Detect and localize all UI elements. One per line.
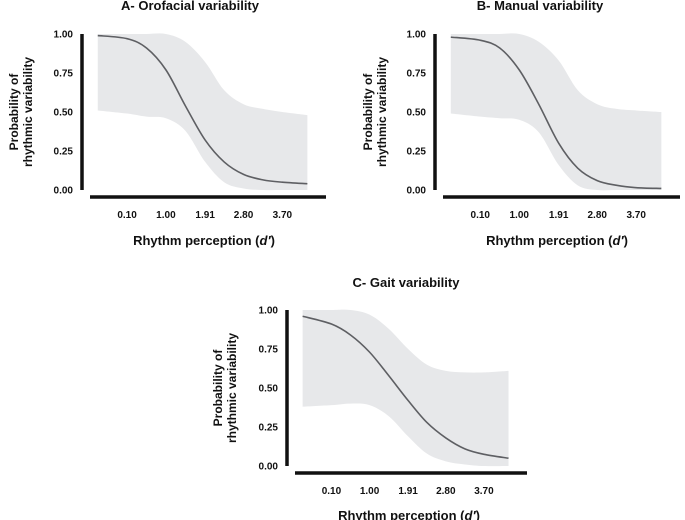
confidence-band bbox=[450, 33, 662, 191]
y-tick-label: 1.00 bbox=[54, 30, 74, 41]
y-tick-label: 0.25 bbox=[259, 423, 279, 434]
confidence-band bbox=[97, 33, 308, 191]
x-tick-label: 2.80 bbox=[587, 210, 607, 221]
x-tick-label: 3.70 bbox=[273, 210, 293, 221]
y-tick-label: 0.00 bbox=[407, 186, 427, 197]
fit-line bbox=[302, 315, 509, 459]
y-axis-label: Probability ofrhythmic variability bbox=[361, 57, 389, 167]
x-axis-label: Rhythm perception (d′) bbox=[486, 233, 628, 248]
chart-title: A- Orofacial variability bbox=[121, 0, 260, 13]
y-tick-label: 0.50 bbox=[54, 108, 74, 119]
y-tick-label: 0.75 bbox=[259, 345, 279, 356]
x-tick-label: 1.91 bbox=[549, 210, 569, 221]
x-tick-label: 1.91 bbox=[398, 486, 418, 497]
x-tick-label: 0.10 bbox=[117, 210, 137, 221]
x-tick-label: 1.00 bbox=[510, 210, 530, 221]
x-tick-label: 1.00 bbox=[156, 210, 176, 221]
y-tick-label: 0.00 bbox=[259, 462, 279, 473]
x-tick-label: 3.70 bbox=[474, 486, 494, 497]
x-tick-label: 2.80 bbox=[234, 210, 254, 221]
y-tick-label: 1.00 bbox=[259, 306, 279, 317]
x-axis-label: Rhythm perception (d′) bbox=[133, 233, 275, 248]
y-tick-label: 0.25 bbox=[407, 147, 427, 158]
x-tick-label: 1.00 bbox=[360, 486, 380, 497]
y-axis-label: Probability ofrhythmic variability bbox=[211, 333, 239, 443]
y-tick-label: 0.50 bbox=[259, 384, 279, 395]
y-axis-label: Probability ofrhythmic variability bbox=[7, 57, 35, 167]
chart-title: C- Gait variability bbox=[353, 275, 461, 290]
x-tick-label: 0.10 bbox=[322, 486, 342, 497]
x-tick-label: 2.80 bbox=[436, 486, 456, 497]
fit-line bbox=[97, 34, 308, 185]
chart-panel-1: 0.00 0.25 0.50 0.75 1.00 0.10 1.00 1.91 2.80 3.70… bbox=[7, 0, 326, 248]
y-tick-label: 0.75 bbox=[54, 69, 74, 80]
x-tick-label: 1.91 bbox=[195, 210, 215, 221]
x-axis-label: Rhythm perception (d′) bbox=[338, 508, 480, 520]
x-tick-label: 0.10 bbox=[471, 210, 491, 221]
y-tick-label: 0.00 bbox=[54, 186, 74, 197]
y-tick-label: 0.75 bbox=[407, 69, 427, 80]
fit-line bbox=[450, 36, 662, 190]
chart-title: B- Manual variability bbox=[477, 0, 604, 13]
chart-panel-3: 0.00 0.25 0.50 0.75 1.00 0.10 1.00 1.91 2.80 3.70… bbox=[211, 275, 527, 520]
y-tick-label: 1.00 bbox=[407, 30, 427, 41]
y-tick-label: 0.50 bbox=[407, 108, 427, 119]
confidence-band bbox=[302, 309, 509, 467]
chart-panel-2: 0.00 0.25 0.50 0.75 1.00 0.10 1.00 1.91 2.80 3.70… bbox=[361, 0, 680, 248]
x-tick-label: 3.70 bbox=[626, 210, 646, 221]
y-tick-label: 0.25 bbox=[54, 147, 74, 158]
